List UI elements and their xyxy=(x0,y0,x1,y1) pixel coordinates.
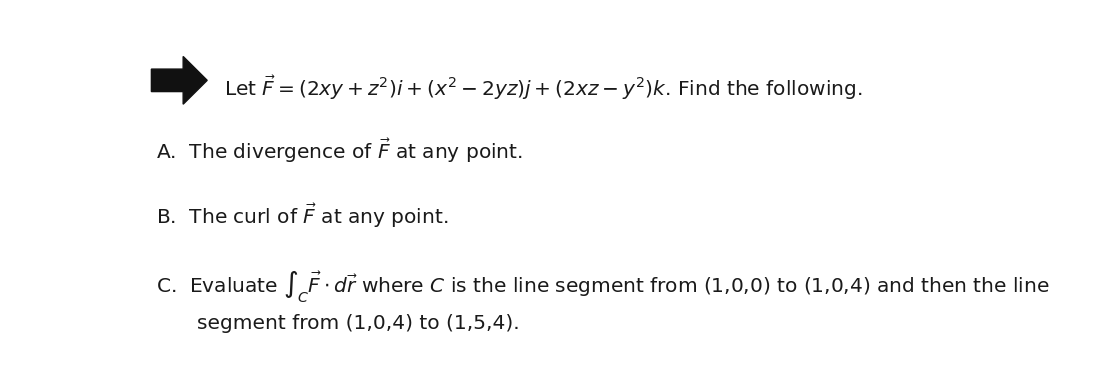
Text: C.  Evaluate $\int_C \vec{F} \cdot d\vec{r}$ where $C$ is the line segment from : C. Evaluate $\int_C \vec{F} \cdot d\vec{… xyxy=(155,269,1049,305)
Text: A.  The divergence of $\vec{F}$ at any point.: A. The divergence of $\vec{F}$ at any po… xyxy=(155,137,523,165)
FancyArrow shape xyxy=(152,57,207,104)
Text: B.  The curl of $\vec{F}$ at any point.: B. The curl of $\vec{F}$ at any point. xyxy=(155,201,448,230)
Text: Let $\vec{F} = (2xy + z^2)i + (x^2 - 2yz)j + (2xz - y^2)k$. Find the following.: Let $\vec{F} = (2xy + z^2)i + (x^2 - 2yz… xyxy=(224,73,863,102)
Text: segment from (1,0,4) to (1,5,4).: segment from (1,0,4) to (1,5,4). xyxy=(197,314,520,333)
